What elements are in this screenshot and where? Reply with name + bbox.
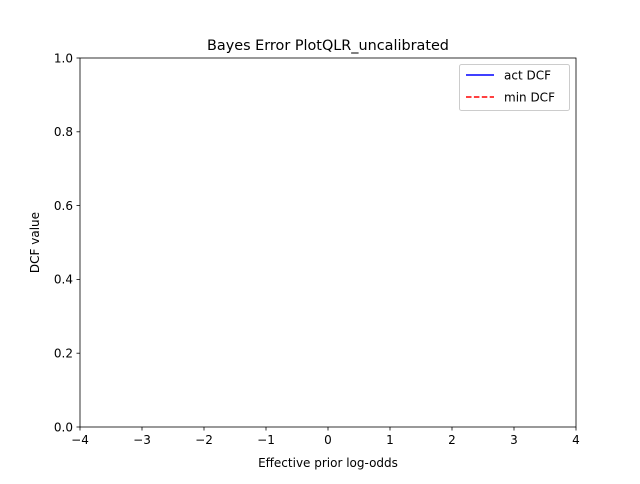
legend-label-min-dcf: min DCF (504, 91, 555, 105)
x-tick-label: −4 (71, 433, 89, 447)
legend: act DCF min DCF (459, 64, 570, 111)
y-tick-label: 0.4 (54, 273, 73, 287)
legend-box (459, 64, 570, 111)
x-tick-label: 2 (448, 433, 456, 447)
plot-area (80, 58, 576, 427)
y-tick-label: 0.2 (54, 347, 73, 361)
y-tick-label: 0.6 (54, 199, 73, 213)
legend-label-act-dcf: act DCF (504, 69, 551, 83)
x-tick-label: 4 (572, 433, 580, 447)
x-axis-ticks: −4 −3 −2 −1 0 1 2 3 4 (71, 427, 580, 447)
y-axis-label: DCF value (28, 212, 42, 273)
x-tick-label: 3 (510, 433, 518, 447)
x-tick-label: 1 (386, 433, 394, 447)
axes-frame (79, 57, 577, 428)
x-tick-label: −3 (133, 433, 151, 447)
x-tick-label: −1 (257, 433, 275, 447)
y-tick-label: 0.0 (54, 420, 73, 434)
y-tick-label: 1.0 (54, 51, 73, 65)
chart-title: Bayes Error PlotQLR_uncalibrated (207, 38, 449, 54)
x-tick-label: 0 (324, 433, 332, 447)
x-tick-label: −2 (195, 433, 213, 447)
y-axis-ticks: 0.0 0.2 0.4 0.6 0.8 1.0 (54, 51, 80, 434)
x-axis-label: Effective prior log-odds (258, 456, 398, 470)
y-tick-label: 0.8 (54, 125, 73, 139)
